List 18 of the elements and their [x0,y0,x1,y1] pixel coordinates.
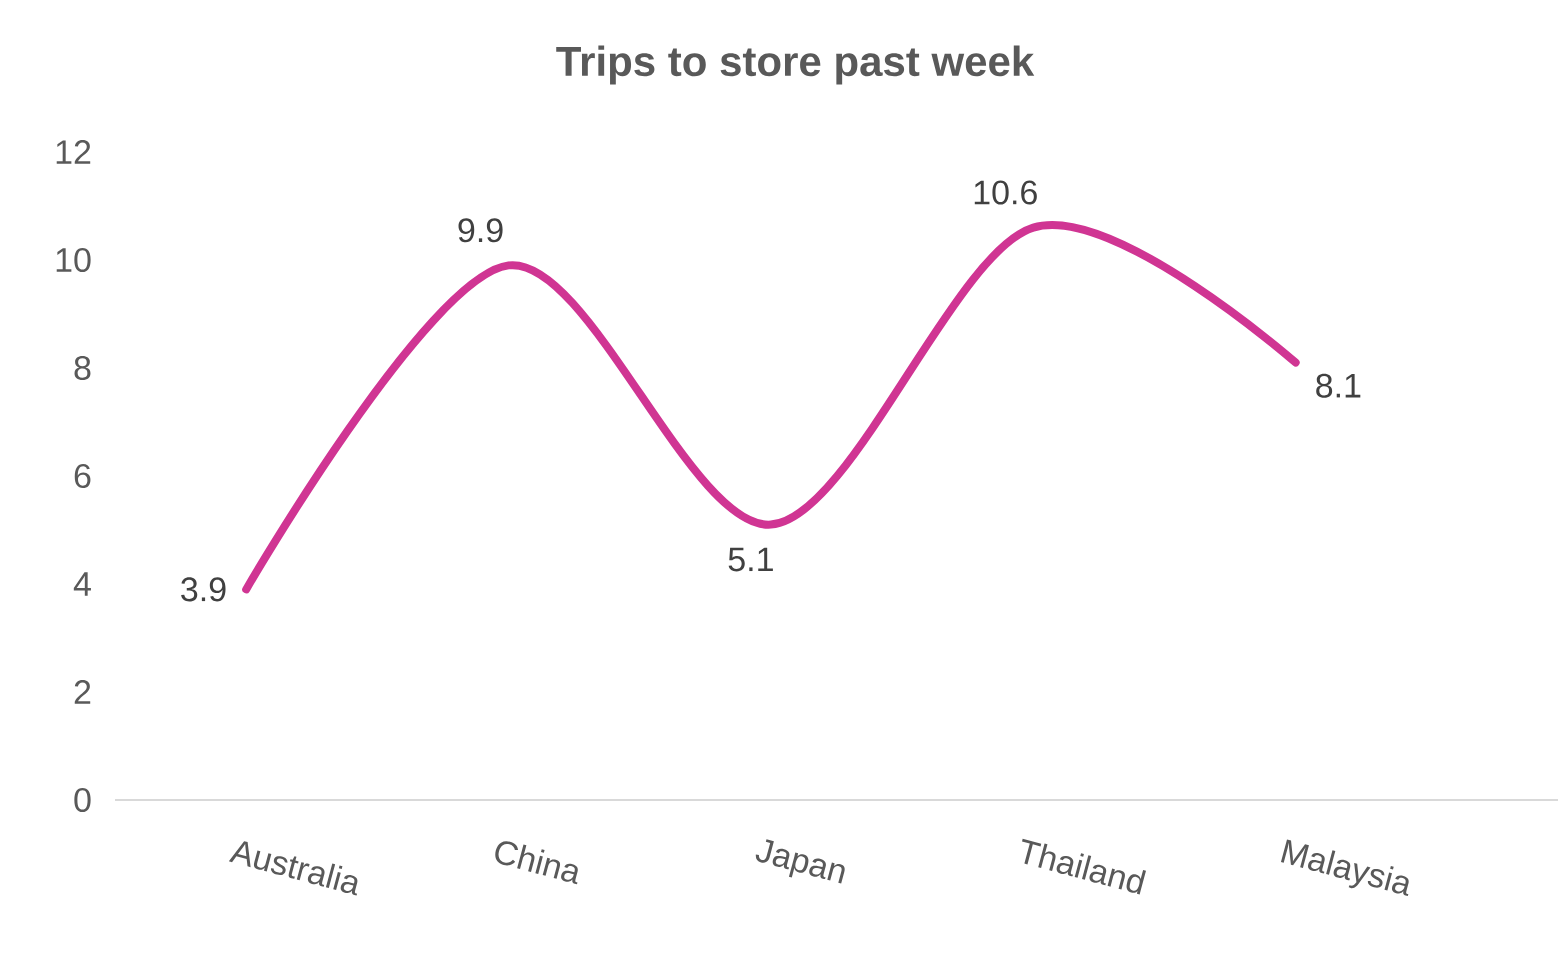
x-tick-label: Thailand [1022,838,1147,895]
data-label: 8.1 [1316,373,1361,398]
y-tick-label: 10 [56,247,91,273]
x-tick-label: Australia [228,841,358,896]
data-label: 9.9 [458,218,503,243]
y-tick-label: 6 [74,463,91,489]
x-tick-label: China [495,841,578,885]
y-tick-label: 4 [73,572,91,596]
data-label: 5.1 [728,547,773,572]
y-tick-label: 0 [74,787,91,813]
y-tick-label: 12 [56,140,91,164]
y-tick-label: 8 [74,355,91,381]
chart-title: Trips to store past week [556,45,1035,85]
x-tick-label: Malaysia [1280,839,1409,896]
y-tick-label: 2 [74,680,91,704]
data-label: 10.6 [974,180,1037,205]
x-tick-label: Japan [755,839,845,884]
data-label: 3.9 [181,577,226,602]
